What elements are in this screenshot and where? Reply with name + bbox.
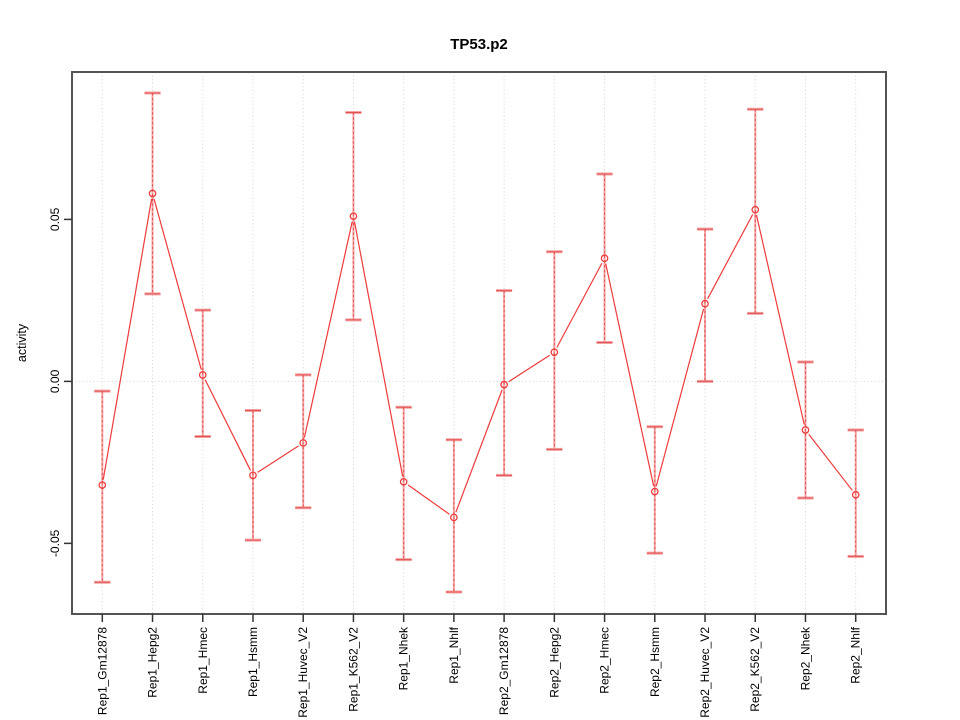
series-segment	[755, 214, 805, 425]
series-segment	[303, 221, 353, 438]
x-tick-label: Rep1_Hsmm	[246, 627, 260, 697]
chart-title: TP53.p2	[450, 36, 508, 53]
x-tick-label: Rep2_Hepg2	[547, 627, 561, 698]
y-tick-label: 0.05	[48, 207, 62, 231]
error-bars	[94, 91, 864, 594]
data-point-marker	[299, 439, 308, 447]
data-point-marker	[500, 380, 508, 389]
y-axis-ticks: -0.05 0.00 0.05	[48, 207, 72, 557]
error-bar	[445, 438, 462, 594]
error-bar	[797, 360, 814, 500]
error-bar	[395, 405, 412, 562]
series-segment	[508, 354, 551, 383]
data-point-marker	[600, 254, 609, 263]
data-point-marker	[249, 471, 257, 480]
plot-frame	[71, 71, 887, 615]
error-bar	[697, 227, 714, 383]
data-point-marker	[349, 212, 358, 221]
x-tick-label: Rep2_Huvec_V2	[698, 627, 712, 718]
x-tick-label: Rep1_Nhek	[397, 626, 411, 690]
x-tick-label: Rep2_Gm12878	[497, 627, 511, 715]
error-bar	[546, 250, 563, 451]
data-point-marker	[399, 477, 408, 486]
y-tick-label: 0.00	[48, 369, 62, 393]
data-point-marker	[851, 490, 860, 499]
data-point-marker	[550, 348, 559, 357]
x-tick-label: Rep2_Hmec	[598, 627, 612, 694]
y-tick-label: -0.05	[48, 529, 62, 557]
series-segment	[808, 433, 853, 491]
x-tick-label: Rep1_Nhlf	[447, 626, 461, 683]
series-segment	[455, 389, 503, 513]
series-segment	[655, 308, 705, 487]
series-line	[102, 198, 853, 515]
series-points	[98, 189, 860, 522]
x-tick-label: Rep1_Huvec_V2	[296, 627, 310, 718]
data-point-marker	[801, 426, 810, 434]
series-segment	[102, 198, 153, 480]
series-segment	[605, 263, 655, 487]
error-bar	[194, 308, 211, 438]
x-tick-label: Rep1_Hmec	[196, 627, 210, 694]
data-point-marker	[98, 481, 107, 489]
data-point-marker	[198, 371, 207, 379]
series-segment	[257, 445, 299, 473]
data-point-marker	[650, 487, 659, 496]
error-bar	[596, 172, 613, 345]
series-segment	[353, 221, 404, 477]
error-bar	[144, 91, 161, 296]
series-segment	[153, 198, 202, 370]
data-point-marker	[450, 513, 458, 522]
series-segment	[707, 214, 754, 300]
x-tick-label: Rep2_Hsmm	[648, 627, 662, 697]
error-bar	[244, 409, 261, 542]
x-tick-label: Rep2_K562_V2	[748, 627, 762, 712]
error-bar	[847, 428, 864, 558]
x-axis-ticks: Rep1_Gm12878 Rep1_Hepg2 Rep1_Hmec Rep1_Hsmm…	[95, 614, 863, 718]
error-bar	[747, 107, 764, 315]
error-bar	[295, 373, 312, 510]
data-point-marker	[148, 189, 157, 198]
x-tick-label: Rep1_Hepg2	[146, 627, 160, 698]
x-tick-label: Rep1_Gm12878	[95, 627, 109, 715]
x-tick-label: Rep2_Nhlf	[849, 626, 863, 683]
error-bar	[345, 110, 362, 322]
x-tick-label: Rep2_Nhek	[798, 626, 812, 690]
series-segment	[407, 484, 450, 515]
x-tick-label: Rep1_K562_V2	[346, 627, 360, 712]
error-bar	[646, 425, 663, 555]
series-segment	[204, 379, 252, 471]
error-bar	[94, 389, 111, 584]
data-point-marker	[751, 205, 760, 214]
data-point-marker	[701, 299, 709, 308]
series-segment	[556, 262, 603, 348]
error-bar	[496, 289, 513, 477]
